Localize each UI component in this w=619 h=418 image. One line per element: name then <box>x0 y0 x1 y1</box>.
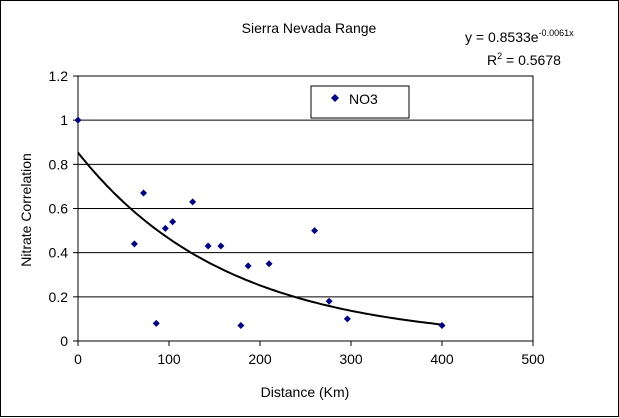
legend-marker <box>331 94 339 102</box>
x-axis-title: Distance (Km) <box>261 384 350 400</box>
y-tick-label: 0.2 <box>49 289 69 305</box>
data-point <box>204 242 212 250</box>
y-tick-label: 0.8 <box>49 156 69 172</box>
legend-box <box>310 85 410 119</box>
x-tick-label: 200 <box>248 351 272 367</box>
data-point <box>74 116 82 124</box>
data-point <box>237 322 245 330</box>
data-point <box>343 315 351 323</box>
legend: NO3 <box>310 85 410 119</box>
data-point <box>311 227 319 235</box>
y-tick-label: 1.2 <box>49 68 69 84</box>
chart-title: Sierra Nevada Range <box>242 20 377 36</box>
x-tick-label: 500 <box>521 351 545 367</box>
y-tick-label: 0.4 <box>49 245 69 261</box>
y-tick-label: 0.6 <box>49 201 69 217</box>
y-tick-label: 0 <box>60 333 68 349</box>
data-point <box>140 189 148 197</box>
x-tick-label: 300 <box>339 351 363 367</box>
data-point <box>244 262 252 270</box>
data-point <box>152 319 160 327</box>
data-point <box>161 224 169 232</box>
y-axis-title: Nitrate Correlation <box>18 153 34 267</box>
legend-label-no3: NO3 <box>349 91 378 107</box>
x-tick-label: 0 <box>74 351 82 367</box>
data-point <box>325 297 333 305</box>
data-points <box>74 116 446 330</box>
data-point <box>169 218 177 226</box>
x-tick-label: 400 <box>430 351 454 367</box>
gridlines <box>78 75 533 342</box>
data-point <box>130 240 138 248</box>
data-point <box>265 260 273 268</box>
y-tick-label: 1 <box>60 112 68 128</box>
r-squared-label: R2 = 0.5678 <box>487 51 561 68</box>
x-tick-label: 100 <box>157 351 181 367</box>
data-point <box>217 242 225 250</box>
data-point <box>189 198 197 206</box>
axes: 0 0.2 0.4 0.6 0.8 1 1.2 0 100 200 300 400 500 <box>49 68 545 367</box>
trendline-equation: y = 0.8533e-0.0061x <box>465 28 574 45</box>
trendline <box>77 151 443 326</box>
exponential-trendline <box>77 151 443 326</box>
data-point <box>438 322 446 330</box>
